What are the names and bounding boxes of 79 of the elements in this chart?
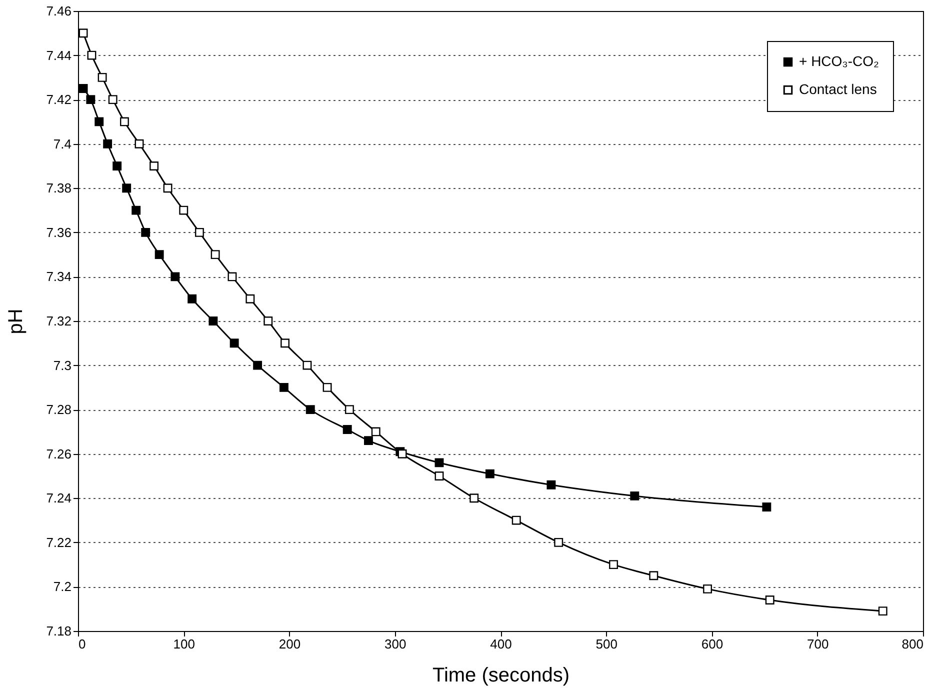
point — [364, 436, 373, 446]
point — [322, 382, 332, 392]
legend-label: + HCO₃-CO₂ — [799, 53, 879, 69]
point — [86, 95, 96, 104]
point — [765, 596, 774, 604]
y-tick-label: 7.2 — [53, 579, 72, 594]
point — [78, 28, 88, 38]
point — [154, 250, 164, 260]
y-tick-label: 7.22 — [46, 534, 72, 550]
x-tick-label: 0 — [78, 636, 86, 652]
point — [78, 84, 88, 93]
legend-label: Contact lens — [799, 81, 877, 97]
y-tick-label: 7.3 — [53, 358, 72, 373]
y-tick-label: 7.42 — [46, 92, 72, 108]
point — [264, 316, 273, 326]
point — [120, 117, 129, 126]
point — [87, 50, 96, 60]
point — [470, 494, 479, 503]
point — [188, 294, 197, 304]
point — [103, 139, 112, 148]
point — [434, 458, 444, 468]
point — [94, 117, 104, 126]
y-axis-title: pH — [5, 308, 28, 334]
point — [302, 360, 312, 370]
y-tick-label: 7.38 — [46, 180, 72, 196]
x-tick-label: 100 — [173, 636, 195, 652]
y-tick-label: 7.44 — [46, 48, 72, 63]
point — [342, 425, 352, 434]
y-tick-label: 7.24 — [46, 490, 72, 506]
point — [280, 338, 290, 348]
y-tick-label: 7.28 — [46, 402, 72, 418]
point — [371, 427, 380, 436]
point — [132, 206, 141, 215]
point — [170, 272, 180, 282]
point — [762, 502, 772, 512]
point — [208, 316, 218, 326]
point — [703, 584, 712, 594]
y-tick-label: 7.34 — [46, 269, 72, 284]
point — [485, 469, 494, 478]
point — [630, 491, 640, 500]
point — [306, 405, 315, 414]
point — [210, 250, 220, 260]
point — [163, 184, 172, 193]
point — [141, 228, 150, 237]
point — [112, 162, 122, 170]
point — [649, 571, 658, 580]
point — [344, 405, 354, 414]
point — [134, 139, 144, 148]
point — [194, 228, 204, 237]
x-tick-label: 400 — [490, 636, 512, 652]
point — [98, 72, 107, 82]
x-tick-label: 500 — [596, 636, 618, 652]
point — [546, 480, 556, 490]
y-tick-label: 7.32 — [46, 314, 72, 328]
point — [150, 162, 159, 170]
x-tick-label: 800 — [902, 636, 924, 652]
x-tick-label: 600 — [701, 636, 724, 652]
point — [878, 606, 888, 616]
point — [512, 516, 521, 525]
point — [179, 206, 188, 215]
point — [434, 472, 444, 480]
point — [230, 338, 239, 348]
y-tick-label: 7.18 — [46, 624, 72, 638]
point — [228, 272, 237, 282]
point — [122, 184, 132, 193]
y-tick-label: 7.46 — [46, 4, 72, 18]
point — [246, 294, 255, 304]
x-tick-label: 200 — [278, 636, 301, 652]
y-tick-label: 7.4 — [53, 136, 72, 152]
point — [609, 560, 618, 570]
point — [108, 95, 118, 104]
y-tick-label: 7.26 — [46, 446, 72, 462]
point — [554, 538, 564, 547]
point — [253, 360, 262, 370]
x-tick-label: 700 — [807, 636, 829, 652]
point — [279, 382, 288, 392]
y-tick-label: 7.36 — [46, 224, 72, 240]
x-tick-label: 300 — [384, 636, 406, 652]
x-axis-title: Time (seconds) — [432, 664, 570, 686]
